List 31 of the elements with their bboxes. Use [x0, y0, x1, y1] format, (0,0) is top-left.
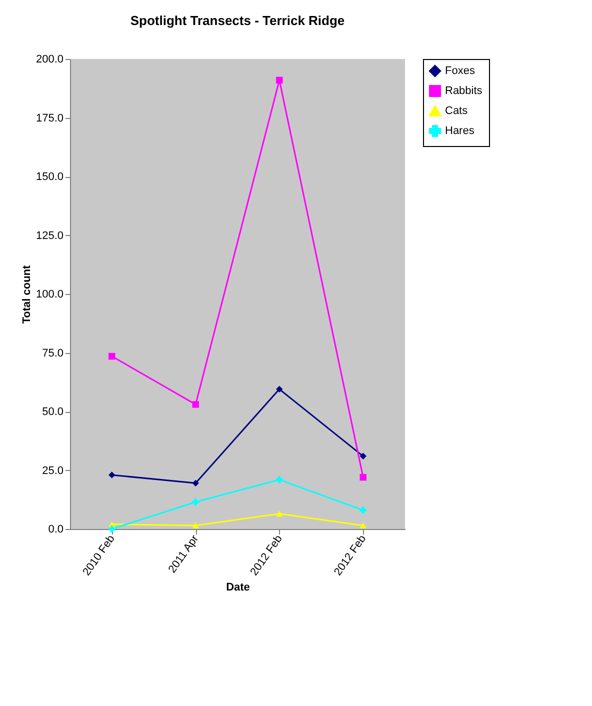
- point: [360, 452, 366, 460]
- x-axis-title: Date: [226, 581, 250, 594]
- legend-label: Foxes: [445, 65, 476, 77]
- y-tick-label: 50.0: [42, 406, 64, 418]
- point: [192, 498, 199, 506]
- y-axis-title: Total count: [20, 264, 33, 324]
- point: [192, 522, 199, 528]
- y-tick-label: 100.0: [36, 288, 64, 300]
- y-tick-label: 150.0: [36, 171, 64, 183]
- legend-label: Cats: [445, 105, 468, 117]
- y-tick-label: 175.0: [36, 112, 64, 124]
- point: [192, 401, 199, 408]
- y-tick-label: 25.0: [42, 464, 64, 477]
- y-tick-label: 75.0: [42, 347, 64, 360]
- point: [360, 506, 366, 514]
- point: [360, 474, 366, 481]
- legend-label: Hares: [445, 125, 475, 137]
- y-tick-label: 200.0: [36, 54, 64, 66]
- point: [276, 76, 283, 84]
- y-tick-label: 0.0: [48, 524, 64, 536]
- chart-title: Spotlight Transects - Terrick Ridge: [130, 13, 345, 28]
- point: [108, 352, 116, 360]
- y-tick-label: 125.0: [36, 230, 64, 242]
- point: [276, 476, 283, 484]
- legend-label: Rabbits: [445, 85, 483, 97]
- point: [108, 472, 116, 478]
- point: [192, 480, 199, 487]
- point: [276, 386, 283, 393]
- point: [108, 526, 116, 532]
- point: [360, 522, 366, 528]
- point: [276, 510, 283, 517]
